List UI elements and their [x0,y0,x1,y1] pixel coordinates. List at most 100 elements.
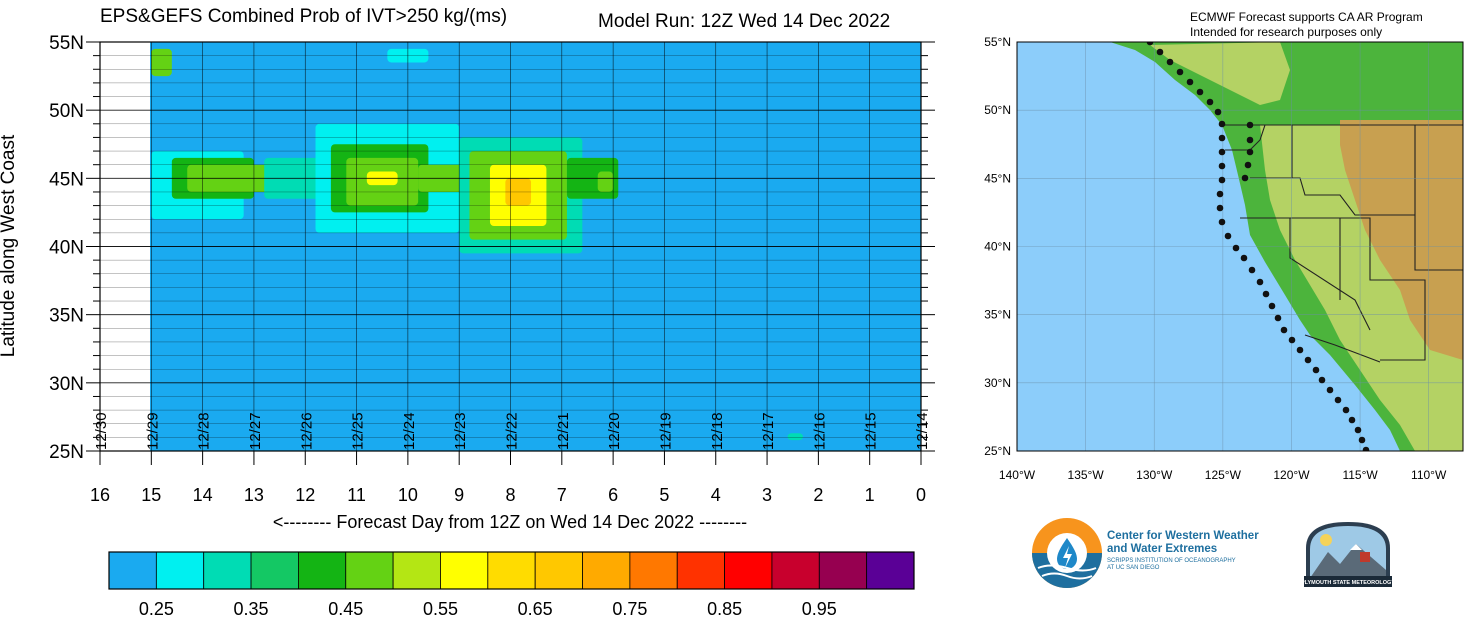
date-label: 12/18 [709,412,726,450]
date-label: 12/22 [504,412,521,450]
y-tick-label: 45N [49,169,84,190]
map-lat-label: 45°N [984,171,1011,185]
colorbar-swatch [629,551,678,590]
date-label: 12/29 [144,412,161,450]
coast-point [1246,136,1254,144]
colorbar-label: 0.75 [612,599,647,619]
chart-title: EPS&GEFS Combined Prob of IVT>250 kg/(ms… [100,6,508,27]
state-borders [1222,124,1463,363]
map-lon-label: 135°W [1068,468,1105,482]
coast-point [1318,376,1326,384]
y-tick-label: 40N [49,238,84,259]
colorbar-swatch [676,551,725,590]
coast-point [1342,406,1350,414]
map-lat-label: 50°N [984,103,1011,117]
state-border [1225,124,1266,151]
x-tick-label: 8 [505,485,515,505]
colorbar-swatch [203,551,252,590]
state-border [1289,218,1371,331]
map-lon-label: 140°W [999,468,1036,482]
colorbar-swatch [345,551,394,590]
x-tick-label: 4 [711,485,721,505]
colorbar-label: 0.45 [328,599,363,619]
heatmap-region-22 [787,433,803,441]
coast-point [1206,98,1214,106]
colorbar-label: 0.35 [234,599,269,619]
map-lat-label: 55°N [984,35,1011,49]
y-tick-label: 30N [49,374,84,395]
colorbar-swatch [298,551,347,590]
coast-point [1240,254,1248,262]
y-tick-label: 25N [49,442,84,463]
colorbar-swatch [440,551,489,590]
cw3e-sub-text: SCRIPPS INSTITUTION OF OCEANOGRAPHY AT U… [1107,558,1236,572]
map-gridlines [1017,42,1463,451]
colorbar-swatch [155,551,205,590]
coast-point [1218,148,1226,156]
coast-point [1268,302,1276,310]
coast-point [1246,148,1254,156]
date-label: 12/16 [811,412,828,450]
y-tick-label: 50N [49,101,84,122]
heatmap-region-21 [597,171,614,192]
colorbar-swatch [771,551,820,590]
coast-point [1304,356,1312,364]
y-tick-label: 55N [49,33,84,54]
coast-point [1196,88,1204,96]
colorbar-swatch [108,551,157,590]
coast-point [1186,78,1194,86]
coast-point [1334,396,1342,404]
colorbar-label: 0.95 [802,599,837,619]
coast-point [1256,278,1264,286]
date-label: 12/30 [93,412,110,450]
colorbar-swatch [250,551,299,590]
colorbar-swatch [487,551,536,590]
map-lat-label: 35°N [984,308,1011,322]
coast-point [1156,48,1164,56]
x-tick-label: 9 [454,485,464,505]
coast-point [1280,326,1288,334]
date-label: 12/19 [657,412,674,450]
coast-point [1176,68,1184,76]
cw3e-name-line2: and Water Extremes [1107,543,1218,555]
colorbar-swatch [582,551,631,590]
map-lon-label: 110°W [1411,468,1447,482]
date-label: 12/17 [760,412,777,450]
state-border [1414,125,1463,271]
x-tick-label: 14 [193,485,213,505]
cw3e-sub-line1: SCRIPPS INSTITUTION OF OCEANOGRAPHY [1107,558,1236,564]
x-tick-label: 2 [813,485,823,505]
map-lat-label: 30°N [984,376,1011,390]
lightning-icon [1063,546,1072,568]
coast-point [1146,42,1154,46]
colorbar-swatch [534,551,583,590]
x-tick-label: 0 [916,485,926,505]
x-tick-label: 16 [90,485,110,505]
colorbar-label: 0.85 [707,599,742,619]
plymouth-logo-text: PLYMOUTH STATE METEOROLOGY [1301,580,1395,586]
axes [86,41,935,465]
y-tick-label: 35N [49,306,84,327]
x-tick-label: 11 [347,485,366,505]
map-note-line1: ECMWF Forecast supports CA AR Program [1190,10,1423,24]
colorbar-label: 0.65 [518,599,553,619]
x-tick-label: 1 [865,485,875,505]
cw3e-name-line1: Center for Western Weather [1107,530,1259,542]
coast-point [1216,204,1224,212]
plymouth-state-logo: PLYMOUTH STATE METEOROLOGY [1301,522,1395,587]
cw3e-logo [1032,518,1102,588]
map-frame [1016,41,1464,452]
west-coast-map: 55°N 50°N 45°N 40°N 35°N 30°N 25°N 140°W 135°W 13… [984,35,1464,482]
coast-point [1354,426,1362,434]
x-tick-label: 7 [557,485,567,505]
date-label: 12/14 [914,412,931,450]
mountain-icon [1310,544,1386,578]
colorbar-swatch [724,551,773,590]
map-lat-label: 40°N [984,240,1011,254]
date-label: 12/26 [298,412,315,450]
land-rockies [1150,42,1290,105]
coast-point [1348,416,1356,424]
date-label: 12/24 [401,412,418,450]
heatmap-region-1 [151,55,167,70]
